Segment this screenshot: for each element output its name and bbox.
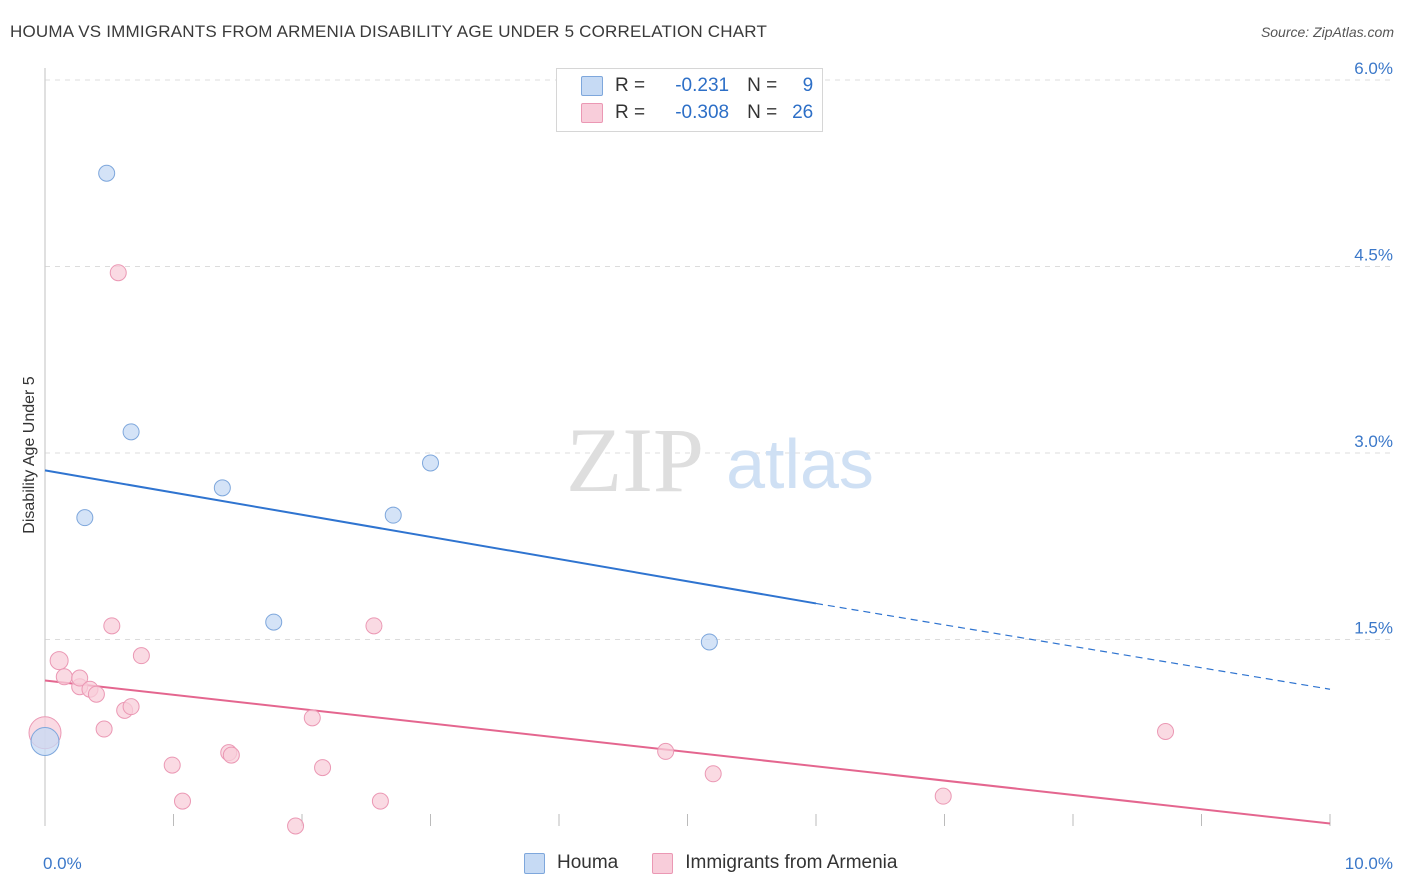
- bottom-legend-label-armenia: Immigrants from Armenia: [685, 852, 898, 873]
- data-point-armenia: [365, 617, 383, 635]
- data-point-houma: [30, 726, 60, 756]
- data-point-armenia: [222, 746, 240, 764]
- watermark-zip: ZIP: [566, 409, 704, 511]
- legend-r-label: R =: [615, 75, 646, 96]
- grid-lines: [45, 79, 1392, 640]
- bottom-legend-swatch-armenia: [652, 852, 674, 874]
- data-point-armenia: [1157, 723, 1175, 741]
- data-point-houma: [265, 613, 283, 631]
- data-point-armenia: [303, 709, 321, 727]
- trend-line-houma-extension: [815, 602, 1331, 690]
- data-point-houma: [76, 509, 94, 527]
- data-point-houma: [98, 164, 116, 182]
- legend-r-value: -0.231: [675, 75, 730, 96]
- data-point-armenia: [371, 792, 389, 810]
- data-point-houma: [122, 423, 140, 441]
- data-point-armenia: [934, 787, 952, 805]
- watermark-atlas: atlas: [726, 425, 874, 503]
- data-point-armenia: [657, 742, 675, 760]
- x-tick-label: 10.0%: [1345, 854, 1393, 873]
- legend-row-armenia: R = -0.308 N = 26: [581, 101, 813, 125]
- data-point-armenia: [704, 765, 722, 783]
- data-point-armenia: [163, 756, 181, 774]
- legend: R = -0.231 N = 9 R = -0.308 N = 26: [556, 68, 823, 132]
- bottom-legend-armenia: Immigrants from Armenia: [652, 852, 897, 874]
- y-tick-label: 3.0%: [1354, 432, 1393, 451]
- legend-n-label: N =: [747, 75, 778, 96]
- data-point-armenia: [132, 647, 150, 665]
- data-point-armenia: [109, 264, 127, 282]
- source-label: Source: ZipAtlas.com: [1260, 24, 1394, 40]
- data-point-armenia: [287, 817, 305, 835]
- data-point-houma: [213, 479, 231, 497]
- watermark: ZIP atlas: [566, 409, 874, 511]
- bottom-legend-houma: Houma: [524, 852, 618, 874]
- y-tick-label: 6.0%: [1354, 59, 1393, 78]
- data-point-armenia: [71, 669, 89, 687]
- trend-line-armenia: [44, 679, 1331, 825]
- data-point-armenia: [122, 698, 140, 716]
- y-tick-label: 4.5%: [1354, 246, 1393, 265]
- legend-n-value: 26: [792, 102, 814, 123]
- data-points: [28, 164, 1175, 835]
- data-point-armenia: [55, 668, 73, 686]
- legend-row-houma: R = -0.231 N = 9: [581, 74, 813, 98]
- trend-line-houma: [44, 469, 817, 605]
- legend-swatch-houma: [581, 76, 603, 96]
- axes: [44, 68, 1331, 826]
- x-tick-label: 0.0%: [43, 854, 82, 873]
- data-point-armenia: [87, 685, 105, 703]
- data-point-houma: [700, 633, 718, 651]
- data-point-armenia: [103, 617, 121, 635]
- legend-r-value: -0.308: [675, 102, 730, 123]
- trend-lines: [44, 469, 1331, 825]
- y-axis-label: Disability Age Under 5: [21, 376, 38, 534]
- data-point-armenia: [95, 720, 113, 738]
- legend-n-value: 9: [802, 75, 814, 96]
- data-point-houma: [384, 506, 402, 524]
- data-point-armenia: [314, 759, 332, 777]
- tick-labels: 1.5% 3.0% 4.5% 6.0% 0.0% 10.0%: [43, 59, 1393, 873]
- bottom-legend-label-houma: Houma: [557, 852, 619, 873]
- data-point-armenia: [49, 651, 69, 671]
- bottom-legend: Houma Immigrants from Armenia: [524, 852, 931, 874]
- chart-title: HOUMA VS IMMIGRANTS FROM ARMENIA DISABIL…: [10, 22, 768, 41]
- y-tick-label: 1.5%: [1354, 619, 1393, 638]
- data-point-armenia: [173, 792, 191, 810]
- legend-swatch-armenia: [581, 103, 603, 123]
- data-point-houma: [422, 454, 439, 472]
- legend-r-label: R =: [615, 102, 646, 123]
- bottom-legend-swatch-houma: [524, 852, 545, 874]
- legend-n-label: N =: [747, 102, 778, 123]
